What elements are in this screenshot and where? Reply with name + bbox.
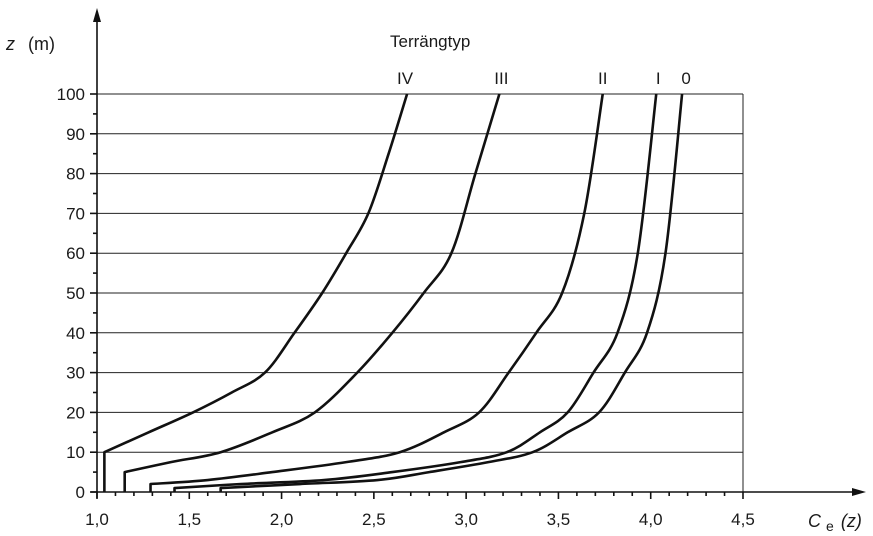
x-axis-subscript: e [826, 518, 834, 534]
series-curve-III [123, 93, 501, 492]
series-curves [103, 93, 684, 492]
x-tick-label-5: 3,5 [547, 510, 571, 529]
y-tick-label-70: 70 [66, 204, 85, 223]
series-label-I: I [656, 69, 661, 88]
x-tick-label-3: 2,5 [362, 510, 386, 529]
legend-title: Terrängtyp [390, 32, 470, 51]
x-axis-arrow [852, 488, 866, 496]
series-curve-I [173, 93, 658, 492]
x-axis-symbol: C [808, 511, 822, 531]
series-label-II: II [598, 69, 607, 88]
y-tick-label-20: 20 [66, 403, 85, 422]
series-curve-0 [219, 93, 684, 492]
x-tick-label-6: 4,0 [639, 510, 663, 529]
y-tick-label-100: 100 [57, 85, 85, 104]
x-tick-label-2: 2,0 [270, 510, 294, 529]
y-axis-symbol: z [5, 34, 15, 54]
x-tick-label-4: 3,0 [454, 510, 478, 529]
y-tick-label-30: 30 [66, 364, 85, 383]
y-tick-label-60: 60 [66, 244, 85, 263]
y-axis-label: z (m) [5, 34, 55, 54]
y-tick-label-80: 80 [66, 165, 85, 184]
y-axis-arrow [93, 8, 101, 22]
x-tick-label-7: 4,5 [731, 510, 755, 529]
series-label-IV: IV [397, 69, 414, 88]
series-label-0: 0 [681, 69, 690, 88]
y-tick-label-10: 10 [66, 443, 85, 462]
y-tick-label-0: 0 [76, 483, 85, 502]
series-curve-II [149, 93, 605, 492]
y-tick-label-40: 40 [66, 324, 85, 343]
x-tick-label-0: 1,0 [85, 510, 109, 529]
grid [97, 93, 744, 492]
x-tick-label-1: 1,5 [177, 510, 201, 529]
series-label-III: III [494, 69, 508, 88]
y-tick-label-50: 50 [66, 284, 85, 303]
x-axis-argument: (z) [841, 511, 862, 531]
y-tick-label-90: 90 [66, 125, 85, 144]
series-curve-IV [103, 93, 409, 492]
labels: Terrängtyp z (m) C e (z) IV III II I 0 [5, 32, 862, 535]
x-axis-label: C e (z) [808, 511, 862, 535]
y-axis-unit: (m) [28, 34, 55, 54]
ticks: 0 10 20 30 40 50 60 70 80 90 100 1,0 1,5 2,0 2,5 3,0 3,5… [57, 85, 755, 529]
